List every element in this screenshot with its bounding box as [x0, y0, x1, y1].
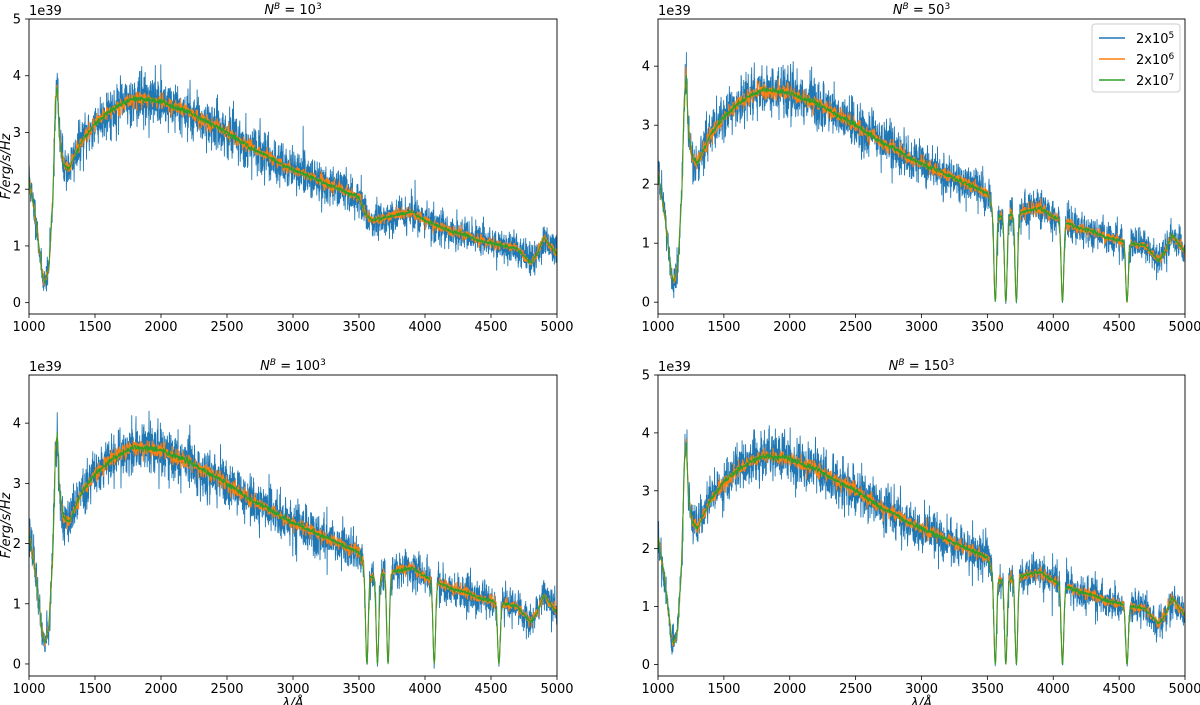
x-tick-label: 1500: [78, 320, 111, 335]
x-tick-label: 4500: [1103, 682, 1136, 697]
chart-panel-2: 1000 1500 2000 2500 3000 3500 4000 4500 5000 0 1 2 3…: [641, 2, 1200, 335]
x-tick-label: 1000: [12, 320, 45, 335]
series-line-3: [29, 86, 557, 285]
y-axis-label: F/erg/s/Hz: [0, 492, 14, 559]
x-tick-label: 1500: [707, 682, 740, 697]
chart-panel-4: 1000 1500 2000 2500 3000 3500 4000 4500 5000 0 1 2 3…: [641, 358, 1200, 705]
legend: 2x105 2x106 2x107: [1091, 23, 1181, 93]
panel-title: NB = 1503: [889, 358, 955, 374]
x-tick-label: 2000: [773, 682, 806, 697]
y-tick-label: 1: [642, 600, 650, 615]
y-tick-label: 5: [13, 13, 21, 28]
x-tick-label: 5000: [540, 682, 573, 697]
y-tick-label: 4: [13, 69, 21, 84]
x-tick-label: 2000: [144, 320, 177, 335]
y-tick-label: 0: [642, 658, 650, 673]
x-tick-label: 2500: [210, 320, 243, 335]
y-tick-label: 2: [642, 542, 650, 557]
x-tick-label: 3500: [342, 320, 375, 335]
y-offset-label: 1e39: [658, 360, 691, 375]
x-tick-label: 2000: [144, 682, 177, 697]
legend-label-2: 2x106: [1136, 52, 1175, 68]
x-tick-label: 2500: [210, 682, 243, 697]
y-tick-label: 3: [642, 484, 650, 499]
x-tick-label: 3000: [276, 320, 309, 335]
plot-area: [29, 64, 557, 292]
x-tick-label: 5000: [1168, 320, 1200, 335]
x-tick-label: 4000: [408, 682, 441, 697]
y-tick-label: 0: [13, 296, 21, 311]
y-tick-label: 3: [642, 119, 650, 134]
x-tick-label: 4000: [408, 320, 441, 335]
x-tick-label: 1000: [12, 682, 45, 697]
x-tick-label: 4500: [474, 682, 507, 697]
x-tick-label: 5000: [1168, 682, 1200, 697]
x-tick-label: 1000: [641, 320, 674, 335]
y-tick-label: 2: [13, 183, 21, 198]
x-tick-label: 2000: [773, 320, 806, 335]
x-tick-label: 3000: [276, 682, 309, 697]
legend-label-3: 2x107: [1136, 73, 1174, 89]
y-tick-label: 3: [13, 126, 21, 141]
series-line-2: [658, 66, 1185, 303]
panel-title: NB = 1003: [260, 358, 326, 374]
x-axis-label: λ/Å: [910, 695, 932, 705]
series-line-1: [29, 64, 557, 292]
x-tick-label: 3000: [905, 682, 938, 697]
y-tick-label: 1: [642, 237, 650, 252]
x-axis-label: λ/Å: [282, 695, 304, 705]
series-line-3: [658, 442, 1185, 665]
panel-title: NB = 103: [264, 2, 321, 18]
y-tick-label: 4: [13, 417, 21, 432]
y-tick-label: 2: [13, 537, 21, 552]
series-line-3: [29, 431, 557, 665]
chart-panel-1: 1000 1500 2000 2500 3000 3500 4000 4500 5000 0 1 2 3…: [0, 2, 574, 335]
series-line-1: [658, 425, 1185, 667]
x-tick-label: 4000: [1037, 682, 1070, 697]
plot-area: [658, 52, 1185, 305]
y-tick-label: 4: [642, 426, 650, 441]
series-line-3: [658, 75, 1185, 303]
y-tick-label: 1: [13, 239, 21, 254]
x-tick-label: 3500: [342, 682, 375, 697]
x-tick-label: 2500: [839, 682, 872, 697]
plot-area: [29, 410, 557, 669]
x-tick-label: 3500: [971, 320, 1004, 335]
series-line-1: [29, 410, 557, 669]
x-tick-label: 1500: [707, 320, 740, 335]
y-tick-label: 1: [13, 597, 21, 612]
y-tick-label: 4: [642, 60, 650, 75]
legend-box: [1091, 23, 1181, 93]
legend-label-1: 2x105: [1136, 31, 1174, 47]
plot-area: [658, 425, 1185, 667]
series-line-1: [658, 52, 1185, 305]
x-tick-label: 1000: [641, 682, 674, 697]
y-tick-label: 3: [13, 477, 21, 492]
chart-panel-3: 1000 1500 2000 2500 3000 3500 4000 4500 5000 0 1 2 3…: [0, 358, 574, 705]
x-tick-label: 3000: [905, 320, 938, 335]
y-axis-label: F/erg/s/Hz: [0, 133, 14, 200]
y-tick-label: 5: [642, 369, 650, 384]
x-tick-label: 1500: [78, 682, 111, 697]
x-tick-label: 4500: [1103, 320, 1136, 335]
y-tick-label: 2: [642, 178, 650, 193]
x-tick-label: 2500: [839, 320, 872, 335]
x-tick-label: 3500: [971, 682, 1004, 697]
panel-title: NB = 503: [893, 2, 950, 18]
y-offset-label: 1e39: [29, 4, 62, 19]
y-offset-label: 1e39: [658, 4, 691, 19]
x-tick-label: 4500: [474, 320, 507, 335]
y-offset-label: 1e39: [29, 360, 62, 375]
x-tick-label: 5000: [540, 320, 573, 335]
y-tick-label: 0: [13, 657, 21, 672]
x-tick-label: 4000: [1037, 320, 1070, 335]
y-tick-label: 0: [642, 296, 650, 311]
